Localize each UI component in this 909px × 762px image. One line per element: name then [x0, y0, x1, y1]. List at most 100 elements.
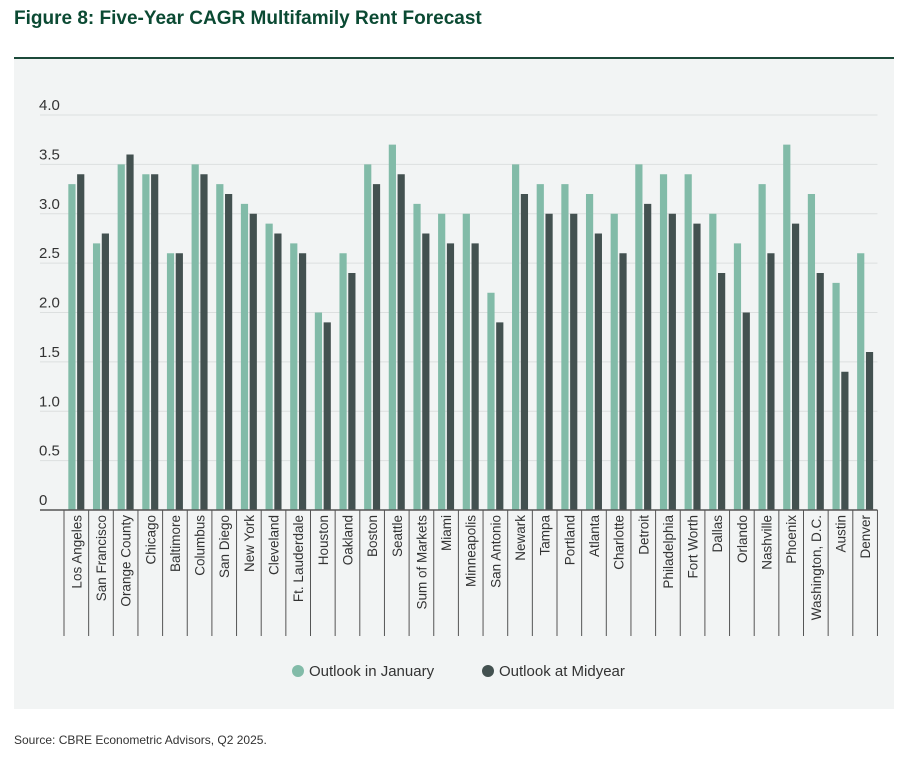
bar-midyear [348, 273, 356, 510]
bar-january [314, 312, 323, 510]
bar-january [610, 213, 618, 510]
bar-january [68, 184, 76, 510]
bar-january [512, 164, 520, 510]
bar-january [857, 253, 865, 510]
bar-january [388, 144, 396, 510]
bar-january [709, 213, 717, 510]
x-tick-label: Atlanta [587, 515, 602, 558]
x-tick-label: Cleveland [267, 515, 282, 575]
x-tick-label: Tampa [538, 515, 553, 556]
bar-january [462, 213, 470, 510]
bar-midyear [323, 322, 331, 510]
bar-midyear [668, 213, 676, 510]
bar-january [142, 174, 150, 510]
y-tick-label: 1.0 [39, 393, 60, 410]
x-tick-label: San Diego [217, 515, 232, 578]
bar-midyear [126, 154, 134, 510]
chart-panel: 0 0.5 1.0 1.5 2.0 2.5 3.0 3.5 4.0 Los Angeles San … [14, 59, 894, 709]
bar-january [265, 223, 273, 510]
x-tick-label: San Antonio [488, 515, 503, 588]
bar-midyear [742, 312, 750, 510]
x-tick-label: Boston [365, 515, 380, 557]
bar-january [733, 243, 742, 510]
bar-january [684, 174, 692, 510]
x-tick-label: Dallas [710, 515, 725, 553]
x-tick-label: Oakland [340, 515, 355, 565]
y-tick-label: 4.0 [39, 97, 60, 114]
bar-midyear [791, 223, 800, 510]
x-tick-label: Philadelphia [661, 515, 676, 589]
bar-january [216, 184, 224, 510]
bar-january [635, 164, 643, 510]
chart-title: Figure 8: Five-Year CAGR Multifamily Ren… [14, 8, 482, 29]
bar-january [561, 184, 569, 510]
y-tick-label: 2.0 [39, 295, 60, 312]
bar-midyear [151, 174, 159, 510]
y-tick-label: 3.0 [39, 196, 60, 213]
x-tick-label: Newark [513, 515, 528, 561]
x-tick-label: Seattle [390, 515, 405, 557]
bar-midyear [225, 194, 233, 510]
bar-midyear [175, 253, 183, 510]
bar-january [117, 164, 125, 510]
y-tick-label: 3.5 [39, 146, 60, 163]
bar-january [438, 213, 446, 510]
bar-january [290, 243, 298, 510]
bar-january [166, 253, 175, 510]
bar-midyear [496, 322, 504, 510]
title-divider [14, 57, 894, 59]
bar-midyear [372, 184, 381, 510]
x-tick-label: Phoenix [784, 515, 799, 564]
y-tick-label: 2.5 [39, 245, 60, 262]
bar-midyear [101, 233, 109, 510]
x-tick-label: Orlando [735, 515, 750, 563]
x-tick-label: Washington, D.C. [809, 515, 824, 620]
bar-midyear [397, 174, 405, 510]
bar-midyear [298, 253, 307, 510]
x-tick-label: Houston [316, 515, 331, 565]
legend-marker [292, 665, 304, 677]
bar-midyear [816, 273, 824, 510]
bar-january [832, 282, 840, 510]
bar-midyear [644, 203, 652, 510]
x-tick-label: Columbus [193, 515, 208, 576]
bar-midyear [570, 213, 578, 510]
bar-january [807, 194, 816, 510]
bar-midyear [471, 243, 479, 510]
bar-january [487, 292, 495, 510]
bar-midyear [545, 213, 553, 510]
bar-midyear [865, 352, 874, 510]
x-tick-label: Fort Worth [686, 515, 701, 579]
x-tick-label: Sum of Markets [414, 515, 429, 610]
bar-midyear [200, 174, 208, 510]
x-tick-label: Portland [562, 515, 577, 565]
bar-midyear [693, 223, 701, 510]
x-tick-label: Chicago [143, 515, 158, 565]
legend-label: Outlook in January [309, 663, 435, 680]
y-tick-label: 0.5 [39, 443, 60, 460]
x-tick-label: San Francisco [94, 515, 109, 601]
bar-january [758, 184, 766, 510]
bar-chart: 0 0.5 1.0 1.5 2.0 2.5 3.0 3.5 4.0 Los Angeles San … [39, 97, 878, 680]
bar-midyear [767, 253, 775, 510]
bar-january [92, 243, 101, 510]
bar-midyear [718, 273, 726, 510]
bar-midyear [619, 253, 627, 510]
legend-label: Outlook at Midyear [499, 663, 625, 680]
bar-midyear [422, 233, 430, 510]
x-tick-label: Ft. Lauderdale [291, 515, 306, 602]
bar-january [536, 184, 544, 510]
x-tick-label: Baltimore [168, 515, 183, 572]
bar-midyear [77, 174, 85, 510]
bar-midyear [594, 233, 602, 510]
y-tick-label: 1.5 [39, 344, 60, 361]
bar-midyear [274, 233, 282, 510]
x-tick-label: Denver [858, 515, 873, 559]
x-tick-label: Miami [439, 515, 454, 551]
bar-midyear [249, 213, 257, 510]
y-tick-label: 0 [39, 492, 47, 509]
source-note: Source: CBRE Econometric Advisors, Q2 20… [14, 733, 267, 747]
bar-january [413, 203, 421, 510]
x-tick-label: Minneapolis [464, 515, 479, 587]
x-tick-label: Detroit [636, 515, 651, 555]
